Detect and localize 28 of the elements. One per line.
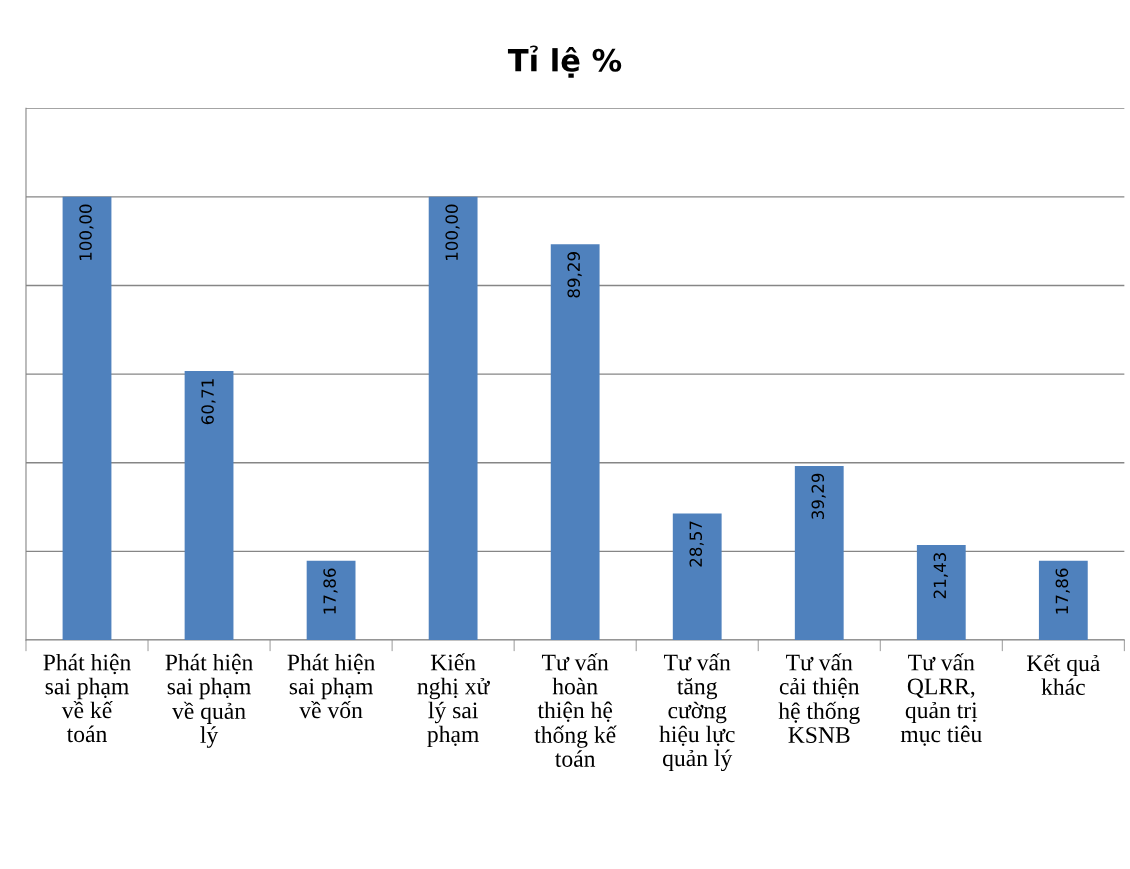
bar [184,370,234,641]
x-tick-label: Phát hiện sai phạm về kế toán [43,653,131,743]
x-tick-label: Tư vấn cải thiện hệ thống KSNB [778,653,860,744]
x-tick-label: Phát hiện sai phạm về vốn [287,653,375,719]
x-tick-label: Kết quả khác [1026,653,1101,696]
bar [62,196,112,641]
bar [550,244,600,641]
bar [428,196,478,641]
bar [1038,560,1088,641]
data-label: 21,43 [933,553,948,599]
data-label: 17,86 [323,568,338,614]
x-tick-label: Tư vấn hoàn thiện hệ thống kế toán [534,653,617,767]
data-label: 60,71 [201,379,216,425]
bar [916,545,966,641]
data-label: 28,57 [689,521,704,567]
x-tick-label: Tư vấn QLRR, quản trị mục tiêu [900,653,982,746]
x-tick-label: Phát hiện sai phạm về quản lý [165,653,253,748]
bar [306,560,356,641]
x-tick-label: Tư vấn tăng cường hiệu lực quản lý [659,653,735,772]
chart-title: Tỉ lệ % [507,45,622,78]
bar [794,465,844,641]
data-label: 39,29 [811,473,826,519]
bar [672,513,722,641]
data-label: 89,29 [567,252,582,298]
data-label: 100,00 [79,204,94,260]
data-label: 100,00 [445,204,460,260]
x-tick-label: Kiến nghị xử lý sai phạm [417,653,490,748]
data-label: 17,86 [1055,568,1070,614]
